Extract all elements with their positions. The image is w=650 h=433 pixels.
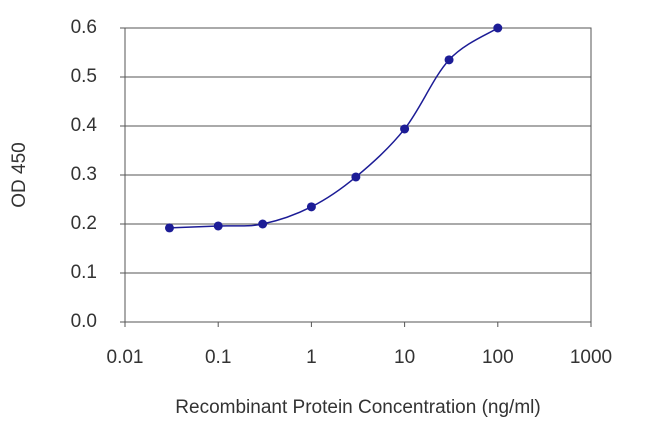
- data-point: [444, 55, 454, 65]
- y-tick-label: 0.6: [71, 17, 97, 38]
- data-point: [258, 219, 268, 229]
- y-tick-label: 0.3: [71, 164, 97, 185]
- series-line: [169, 27, 499, 229]
- y-tick-label: 0.4: [71, 115, 98, 136]
- x-axis-label: Recombinant Protein Concentration (ng/ml…: [175, 397, 540, 418]
- x-tick-label: 1: [306, 347, 317, 368]
- x-tick-label: 100: [482, 347, 514, 368]
- x-tick-label: 1000: [570, 347, 612, 368]
- plot-frame: [124, 27, 592, 323]
- data-point: [306, 202, 316, 212]
- x-tick-label: 0.1: [205, 347, 231, 368]
- data-point: [493, 23, 503, 33]
- data-point: [351, 172, 361, 182]
- y-tick-label: 0.1: [71, 262, 97, 283]
- data-point: [213, 221, 223, 231]
- y-tick-label: 0.0: [71, 311, 97, 332]
- x-tick-label: 0.01: [107, 347, 144, 368]
- data-point: [164, 223, 174, 233]
- data-point: [400, 124, 410, 134]
- y-tick-label: 0.5: [71, 66, 97, 87]
- y-axis-label: OD 450: [9, 142, 30, 207]
- x-tick-label: 10: [394, 347, 415, 368]
- y-tick-label: 0.2: [71, 213, 97, 234]
